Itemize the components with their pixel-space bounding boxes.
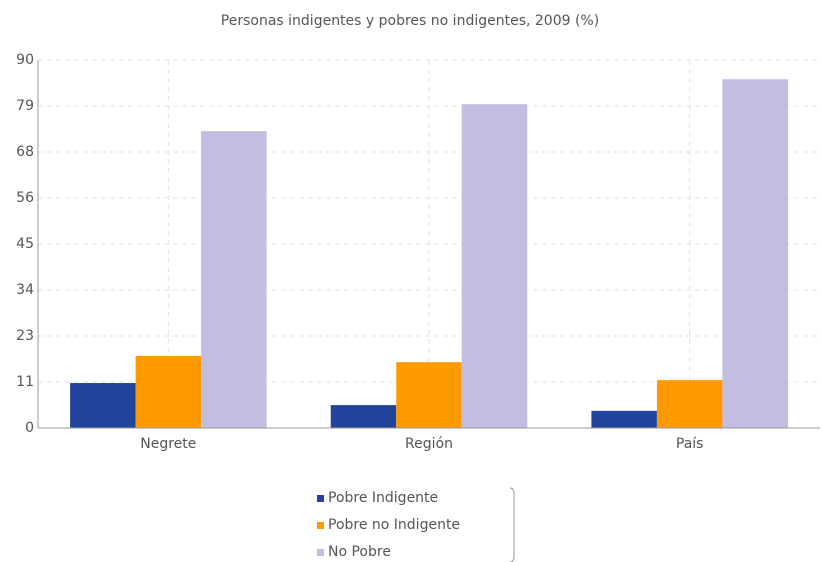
- y-tick-label: 0: [25, 420, 34, 436]
- bar: [135, 356, 202, 428]
- bar: [201, 131, 267, 428]
- chart-title: Personas indigentes y pobres no indigent…: [221, 13, 599, 29]
- y-tick-label: 90: [16, 52, 34, 68]
- legend-label: No Pobre: [328, 544, 391, 560]
- y-tick-label: 11: [16, 374, 34, 390]
- y-tick-label: 68: [16, 144, 34, 160]
- x-tick-label: Región: [405, 436, 453, 452]
- legend-label: Pobre Indigente: [328, 490, 438, 506]
- legend-swatch: [317, 549, 324, 556]
- y-tick-label: 45: [16, 236, 34, 252]
- bar: [396, 362, 462, 428]
- bar: [330, 405, 397, 428]
- legend-label: Pobre no Indigente: [328, 517, 460, 533]
- x-tick-label: País: [676, 436, 704, 452]
- y-tick-label: 56: [16, 190, 34, 206]
- bar: [722, 79, 788, 429]
- legend-swatch: [317, 495, 324, 502]
- bar: [70, 383, 136, 428]
- y-tick-label: 34: [16, 282, 34, 298]
- y-tick-label: 23: [16, 328, 34, 344]
- bar: [461, 104, 528, 428]
- bar: [591, 410, 657, 428]
- legend-swatch: [317, 522, 324, 529]
- bar: [656, 380, 723, 428]
- y-tick-label: 79: [16, 98, 34, 114]
- x-tick-label: Negrete: [140, 436, 196, 452]
- legend-border: [509, 487, 515, 562]
